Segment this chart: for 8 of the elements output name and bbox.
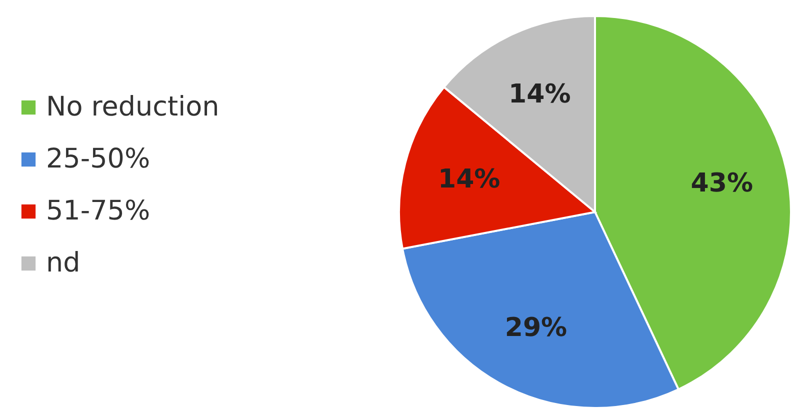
data-label: 14% bbox=[508, 79, 571, 110]
data-label: 43% bbox=[690, 168, 753, 199]
data-label: 29% bbox=[504, 312, 568, 343]
data-label: 14% bbox=[438, 164, 500, 195]
legend-label: 51-75% bbox=[46, 196, 150, 226]
legend-label: No reduction bbox=[46, 92, 220, 122]
legend-label: 25-50% bbox=[46, 144, 150, 174]
legend-label: nd bbox=[46, 248, 80, 278]
